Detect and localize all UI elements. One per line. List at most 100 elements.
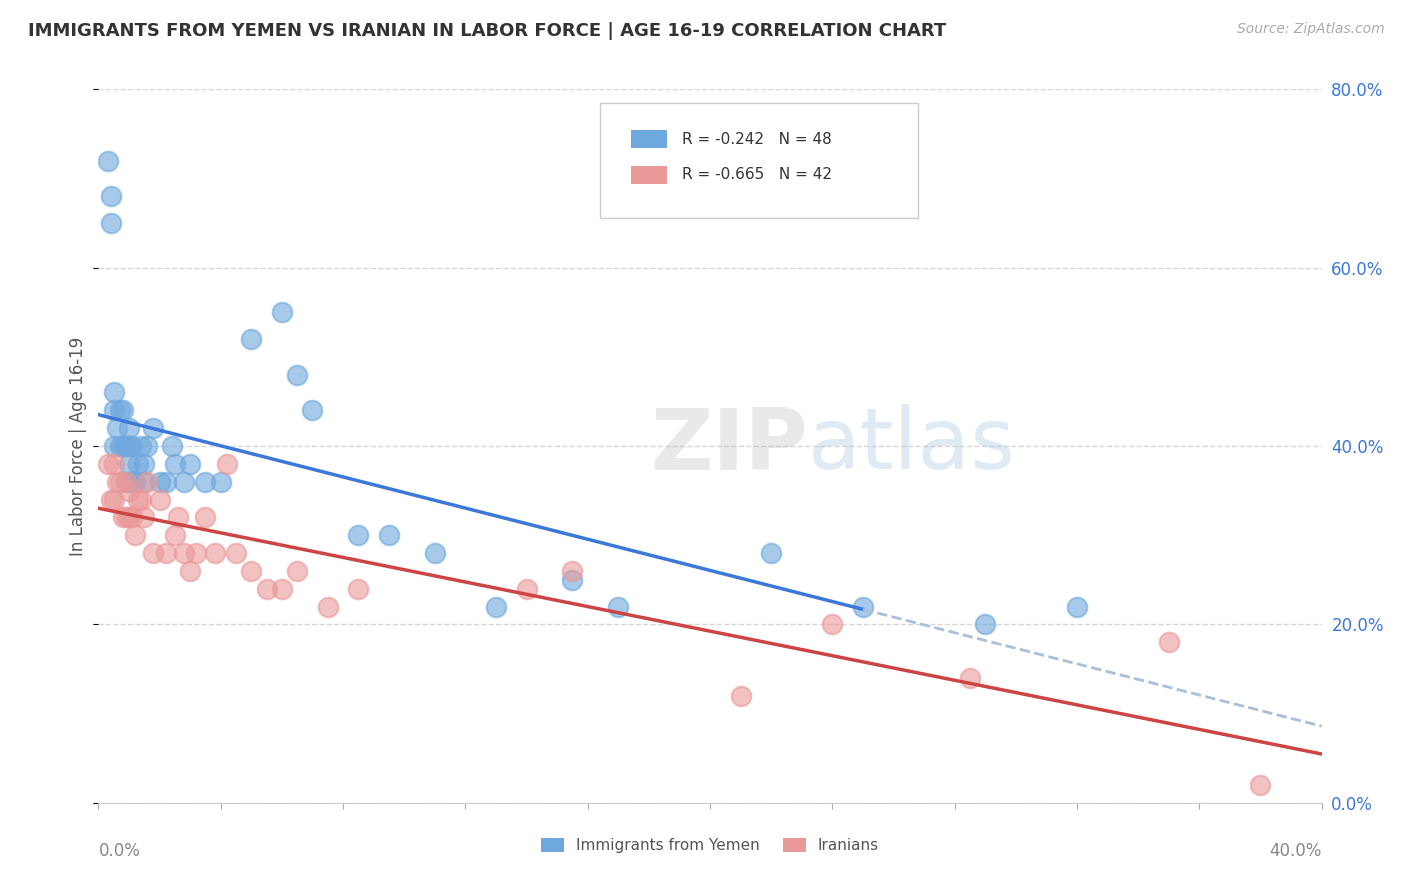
Point [121, 475, 143, 489]
Point [105, 421, 128, 435]
Point [127, 457, 149, 471]
Point [118, 457, 141, 471]
Point [155, 546, 177, 560]
Point [270, 582, 292, 596]
Point [134, 510, 156, 524]
Point [1066, 599, 1088, 614]
Text: 40.0%: 40.0% [1270, 842, 1322, 860]
Point [100, 492, 122, 507]
Point [134, 457, 156, 471]
Point [316, 599, 339, 614]
Point [111, 403, 134, 417]
Point [561, 573, 583, 587]
Point [97, 457, 120, 471]
Point [179, 457, 201, 471]
Point [111, 510, 134, 524]
Point [194, 475, 217, 489]
Point [124, 528, 146, 542]
Point [134, 475, 156, 489]
Point [347, 528, 370, 542]
Point [100, 189, 122, 203]
Point [516, 582, 538, 596]
Point [129, 492, 152, 507]
Point [173, 475, 195, 489]
Point [759, 546, 782, 560]
Point [730, 689, 752, 703]
Point [136, 439, 159, 453]
Point [240, 332, 263, 346]
Point [607, 599, 630, 614]
Point [108, 439, 131, 453]
Point [155, 475, 177, 489]
Point [485, 599, 508, 614]
Point [118, 475, 141, 489]
Point [118, 510, 141, 524]
Point [256, 582, 278, 596]
Point [118, 439, 141, 453]
Point [108, 475, 131, 489]
Point [285, 368, 308, 382]
Point [186, 546, 208, 560]
Point [194, 510, 217, 524]
Text: Source: ZipAtlas.com: Source: ZipAtlas.com [1237, 22, 1385, 37]
Point [118, 483, 141, 498]
Text: R = -0.242   N = 48: R = -0.242 N = 48 [682, 132, 831, 146]
Point [160, 439, 183, 453]
Point [204, 546, 226, 560]
Point [111, 439, 134, 453]
Point [124, 475, 146, 489]
Point [821, 617, 844, 632]
Point [240, 564, 263, 578]
Point [225, 546, 247, 560]
Point [136, 475, 159, 489]
Point [115, 510, 138, 524]
Point [100, 216, 122, 230]
Legend: Immigrants from Yemen, Iranians: Immigrants from Yemen, Iranians [534, 832, 886, 859]
Point [215, 457, 238, 471]
Point [105, 475, 128, 489]
Point [852, 599, 875, 614]
Point [121, 439, 143, 453]
Point [270, 305, 292, 319]
Point [423, 546, 446, 560]
Point [115, 475, 138, 489]
Point [142, 546, 165, 560]
Text: ZIP: ZIP [650, 404, 808, 488]
Point [103, 385, 125, 400]
Point [108, 403, 131, 417]
Text: R = -0.665   N = 42: R = -0.665 N = 42 [682, 168, 832, 182]
Point [561, 564, 583, 578]
Point [285, 564, 308, 578]
Point [149, 492, 172, 507]
Point [103, 439, 125, 453]
Point [209, 475, 232, 489]
Point [167, 510, 190, 524]
Point [974, 617, 997, 632]
Point [115, 475, 138, 489]
Point [173, 546, 195, 560]
Point [378, 528, 401, 542]
Text: atlas: atlas [808, 404, 1017, 488]
Point [347, 582, 370, 596]
FancyBboxPatch shape [600, 103, 918, 218]
Point [127, 492, 149, 507]
Point [149, 475, 172, 489]
Point [1157, 635, 1180, 649]
Point [1249, 778, 1271, 792]
Point [121, 510, 143, 524]
Point [97, 153, 120, 168]
Bar [630, 166, 668, 184]
Point [179, 564, 201, 578]
Point [129, 439, 152, 453]
Y-axis label: In Labor Force | Age 16-19: In Labor Force | Age 16-19 [69, 336, 87, 556]
Point [163, 457, 186, 471]
Point [301, 403, 323, 417]
Point [163, 528, 186, 542]
Text: 0.0%: 0.0% [98, 842, 141, 860]
Point [959, 671, 981, 685]
Point [142, 421, 165, 435]
Bar [630, 130, 668, 148]
Text: IMMIGRANTS FROM YEMEN VS IRANIAN IN LABOR FORCE | AGE 16-19 CORRELATION CHART: IMMIGRANTS FROM YEMEN VS IRANIAN IN LABO… [28, 22, 946, 40]
Point [118, 421, 141, 435]
Point [103, 492, 125, 507]
